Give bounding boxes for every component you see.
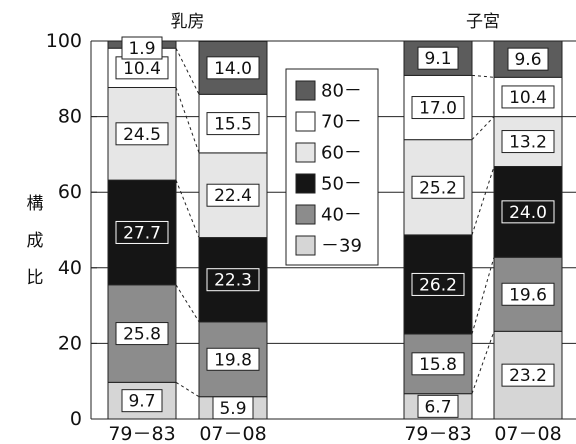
- data-label-box: [501, 85, 555, 109]
- data-label-box: [115, 220, 169, 244]
- connector-line: [471, 257, 495, 335]
- connector-lines: [175, 40, 495, 398]
- y-tick-label-20: 20: [58, 332, 82, 354]
- legend-label: －39: [321, 236, 362, 257]
- data-label: 15.8: [419, 355, 457, 375]
- legend-label: 50－: [321, 174, 362, 195]
- y-axis-label-char: 比: [27, 268, 44, 288]
- y-tick-label-60: 60: [58, 181, 82, 203]
- data-label: 5.9: [219, 399, 246, 419]
- legend-label: 70－: [321, 112, 362, 133]
- data-label: 1.9: [128, 39, 155, 59]
- legend-swatch: [295, 111, 316, 132]
- data-label-box: [417, 46, 459, 70]
- connector-line: [471, 116, 495, 141]
- legend-box: [285, 68, 379, 266]
- data-label: 10.4: [123, 59, 161, 79]
- connector-line: [471, 74, 495, 78]
- data-label: 24.0: [509, 203, 547, 223]
- legend-swatch: [295, 204, 316, 225]
- legend-swatch: [295, 142, 316, 163]
- connector-line: [471, 166, 495, 236]
- data-label: 17.0: [419, 99, 457, 119]
- connector-line: [175, 284, 200, 323]
- data-label-box: [206, 56, 260, 80]
- connector-line: [175, 87, 200, 154]
- legend-label: 80－: [321, 81, 362, 102]
- legend-swatch: [295, 80, 316, 101]
- data-label-box: [206, 112, 260, 136]
- y-tick-label-100: 100: [46, 30, 82, 52]
- data-label: 25.2: [419, 178, 457, 198]
- data-label-box: [501, 130, 555, 154]
- data-label: 9.6: [514, 50, 541, 70]
- connector-line: [175, 47, 200, 95]
- data-label-box: [411, 96, 465, 120]
- data-label-box: [507, 47, 549, 71]
- y-tick-label-40: 40: [58, 257, 82, 279]
- group-title: 子宮: [466, 12, 500, 32]
- data-label-box: [417, 394, 459, 418]
- legend: 80－ 70－ 60－ 50－ 40－ －39: [285, 68, 379, 266]
- data-label-box: [121, 389, 163, 413]
- data-label-box: [115, 122, 169, 146]
- data-label-box: [501, 200, 555, 224]
- data-label-box: [206, 347, 260, 371]
- data-label: 27.7: [123, 223, 161, 243]
- y-tick-label-80: 80: [58, 106, 82, 128]
- data-label: 9.7: [128, 392, 155, 412]
- legend-swatch: [295, 235, 316, 256]
- data-label: 23.2: [509, 366, 547, 386]
- data-label: 6.7: [424, 397, 451, 417]
- connector-line: [175, 179, 200, 238]
- data-label: 14.0: [214, 59, 252, 79]
- group-titles: 乳房 子宮: [171, 12, 501, 32]
- data-label-box: [121, 36, 163, 60]
- data-label-box: [206, 183, 260, 207]
- x-tick-label: 79－83: [108, 423, 175, 444]
- data-label: 26.2: [419, 275, 457, 295]
- data-label: 25.8: [123, 325, 161, 345]
- data-label: 9.1: [424, 49, 451, 69]
- data-label-box: [501, 282, 555, 306]
- data-label: 15.5: [214, 115, 252, 135]
- data-label-box: [501, 363, 555, 387]
- legend-swatch: [295, 173, 316, 194]
- data-label: 13.2: [509, 133, 547, 153]
- legend-label: 40－: [321, 205, 362, 226]
- data-label: 19.8: [214, 350, 252, 370]
- legend-label: 60－: [321, 143, 362, 164]
- data-label: 22.3: [214, 271, 252, 291]
- data-label-box: [206, 268, 260, 292]
- x-tick-label: 79－83: [404, 423, 471, 444]
- y-axis-label-char: 構: [27, 194, 44, 214]
- x-tick-label: 07－08: [199, 423, 266, 444]
- data-label: 24.5: [123, 125, 161, 145]
- data-label-box: [411, 352, 465, 376]
- connector-line: [471, 331, 495, 394]
- data-label: 19.6: [509, 285, 547, 305]
- group-title: 乳房: [171, 12, 205, 32]
- x-tick-label: 07－08: [494, 423, 561, 444]
- data-label: 22.4: [214, 186, 252, 206]
- data-label-box: [212, 396, 254, 420]
- y-axis-label-char: 成: [27, 231, 44, 251]
- y-axis-label: 構成比: [27, 194, 44, 288]
- y-tick-label-0: 0: [70, 408, 82, 430]
- x-tick-labels: 79－83 07－08 79－83 07－08: [108, 423, 561, 444]
- data-label-box: [411, 272, 465, 296]
- data-labels: 9.7 5.9 6.7 23.2 25.8 19.8 15.8 19.6 27.7 22.3 26.…: [115, 36, 555, 420]
- data-label: 10.4: [509, 88, 547, 108]
- data-label-box: [411, 175, 465, 199]
- data-label-box: [115, 322, 169, 346]
- connector-line: [175, 381, 200, 398]
